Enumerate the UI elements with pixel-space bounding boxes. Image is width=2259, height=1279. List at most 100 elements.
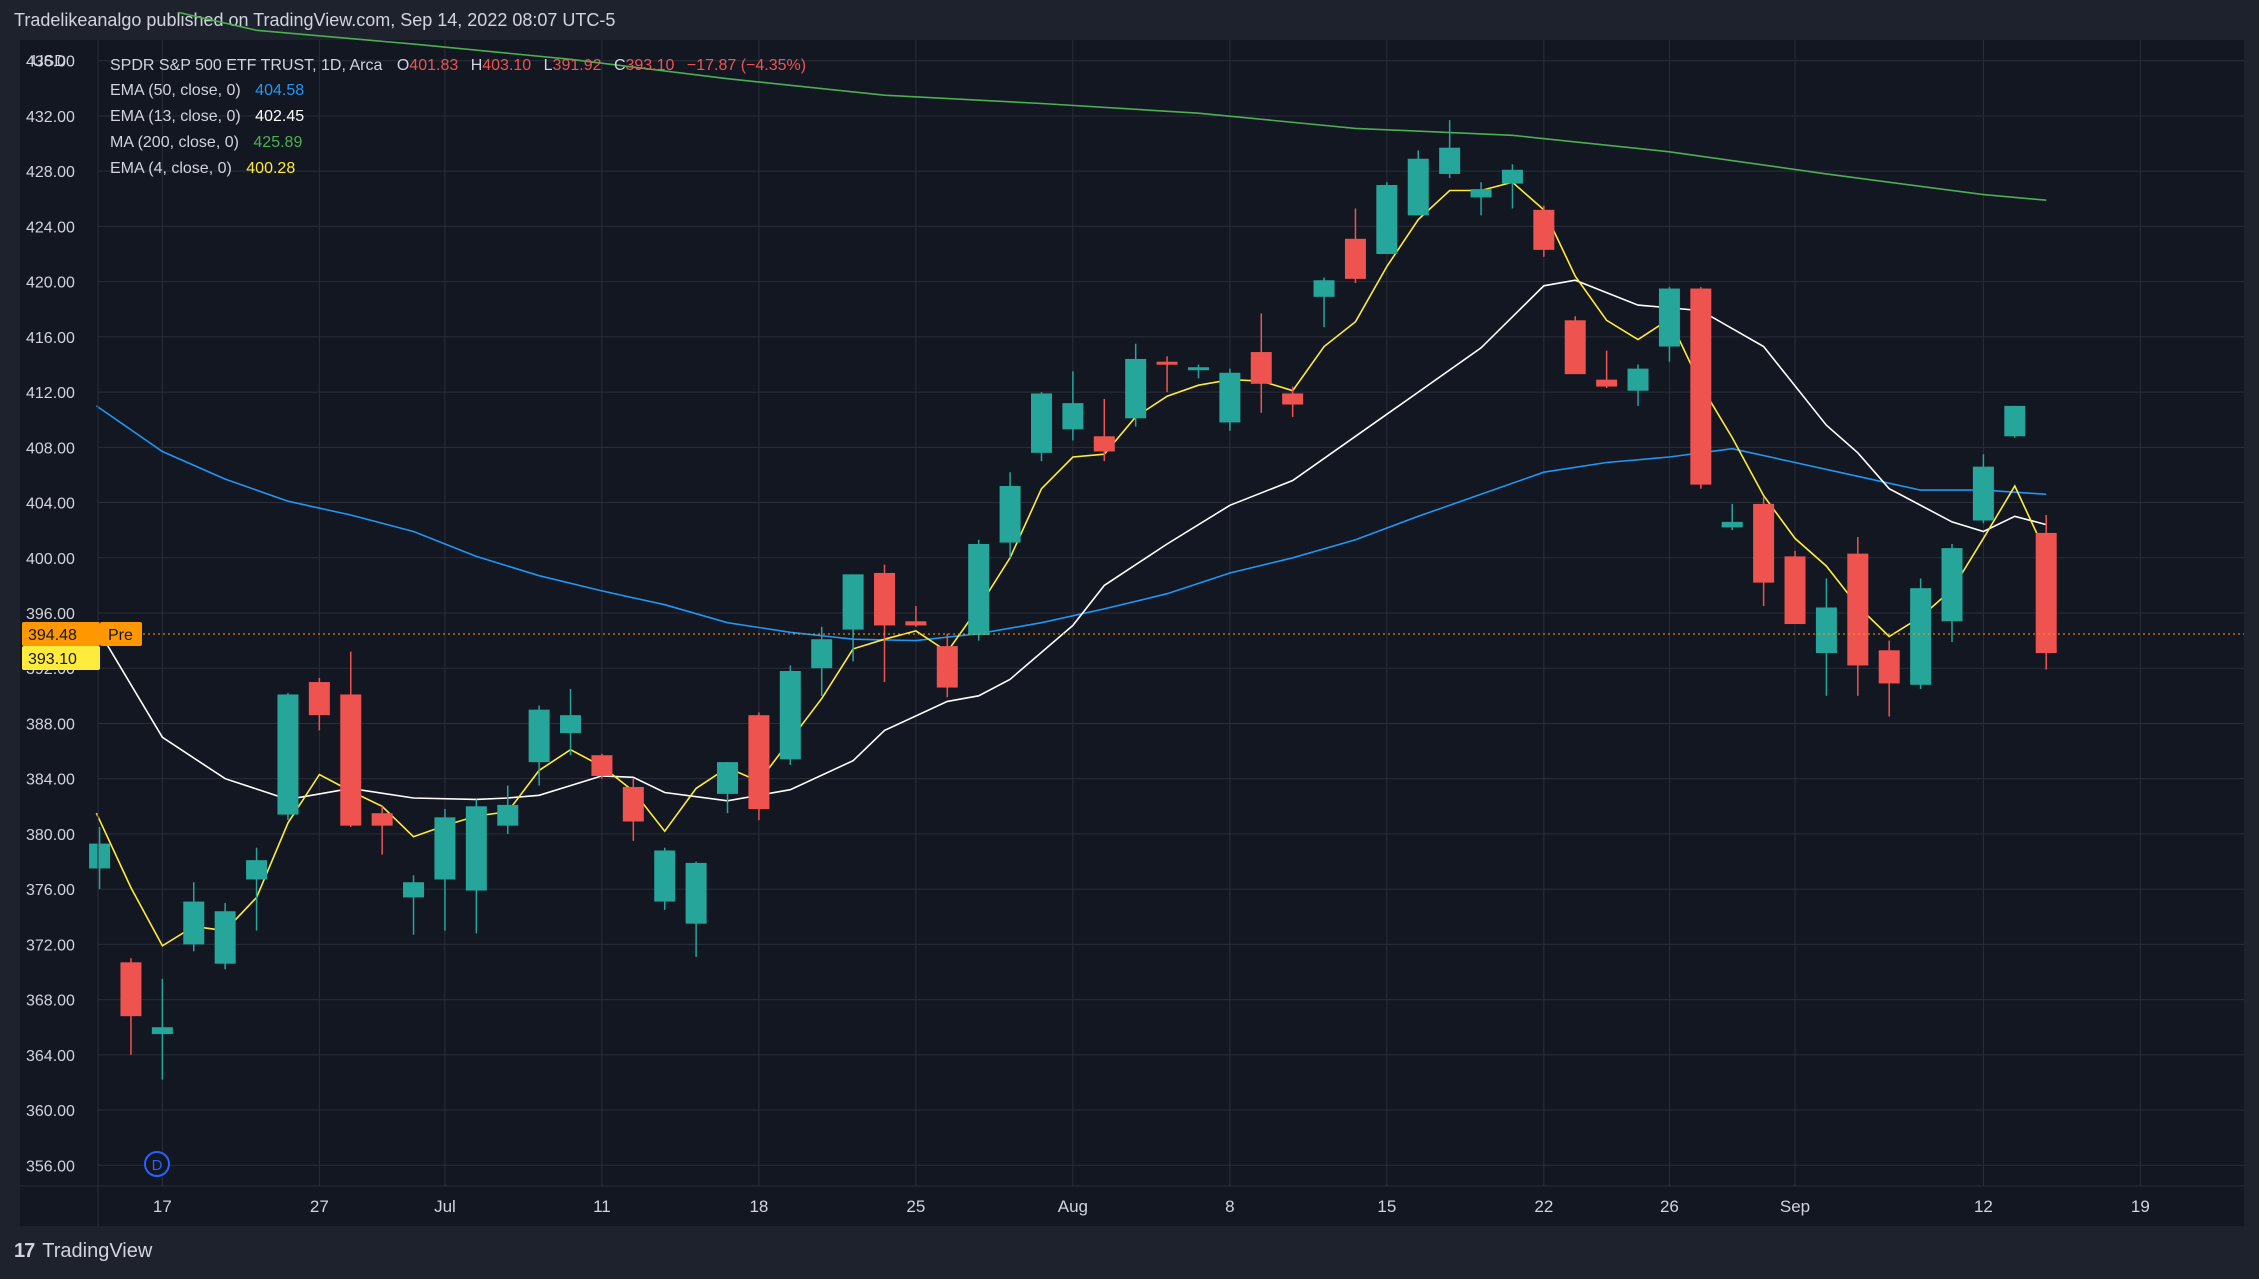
candle [434, 809, 456, 931]
time-tick-label: 26 [1660, 1197, 1679, 1216]
candle [1219, 368, 1241, 431]
low-value: 391.92 [553, 57, 602, 74]
candle-body [1878, 650, 1900, 684]
price-tick-label: 376.00 [26, 882, 75, 899]
candle [1596, 350, 1618, 388]
legend-title: SPDR S&P 500 ETF TRUST, 1D, Arca [110, 57, 382, 74]
candle [717, 762, 739, 814]
price-tick-label: 432.00 [26, 109, 75, 126]
candle-body [1847, 553, 1869, 666]
candle-body [465, 806, 487, 891]
open-value: 401.83 [409, 57, 458, 74]
pre-price-tag: 394.48 Pre [22, 621, 142, 646]
pre-price-value: 394.48 [28, 627, 77, 644]
candle-body [1125, 358, 1147, 419]
candle [905, 606, 927, 627]
candle-body [497, 804, 519, 826]
candle [748, 712, 770, 821]
candle [371, 806, 393, 855]
candle [1564, 316, 1586, 375]
footer: 17 TradingView [14, 1240, 152, 1263]
candle [2035, 514, 2057, 670]
ma200-value: 425.89 [253, 134, 302, 151]
candle-body [685, 862, 707, 924]
candle-body [528, 709, 550, 763]
time-tick-label: 25 [906, 1197, 925, 1216]
candle-body [1062, 403, 1084, 430]
candle-body [340, 694, 362, 826]
dividend-marker[interactable]: D [144, 1151, 170, 1177]
candle-body [183, 901, 205, 945]
currency-label: USD [32, 53, 66, 70]
price-tick-label: 380.00 [26, 827, 75, 844]
candle [622, 778, 644, 841]
candle-body [717, 762, 739, 794]
time-tick-label: 27 [310, 1197, 329, 1216]
candle [1344, 208, 1366, 284]
indicator-line [95, 405, 2047, 642]
candle-body [842, 574, 864, 630]
ema13-value: 402.45 [255, 108, 304, 125]
candle-body [89, 843, 111, 869]
candle-body [654, 850, 676, 902]
ema4-value: 400.28 [246, 160, 295, 177]
indicator-line [95, 181, 2047, 947]
candle [591, 753, 613, 779]
legend-symbol-row: SPDR S&P 500 ETF TRUST, 1D, Arca O401.83… [110, 57, 806, 74]
footer-brand: TradingView [42, 1240, 153, 1262]
candle [1972, 454, 1994, 524]
time-tick-label: 11 [593, 1197, 611, 1216]
publish-header: Tradelikeanalgo published on TradingView… [14, 10, 616, 30]
candle-body [811, 639, 833, 669]
price-tick-label: 420.00 [26, 275, 75, 292]
price-tick-label: 436.00 [26, 54, 75, 71]
candle-body [874, 572, 896, 626]
candle-body [1564, 320, 1586, 375]
candle [1910, 578, 1932, 689]
candle [1313, 277, 1335, 328]
candle-body [277, 694, 299, 815]
candle [1439, 120, 1461, 179]
price-tick-label: 396.00 [26, 606, 75, 623]
candle-body [2035, 532, 2057, 654]
candle [779, 665, 801, 765]
price-axis[interactable]: 356.00 360.00 364.00 368.00 372.00 376.00 380.… [26, 54, 75, 1176]
price-tick-label: 408.00 [26, 440, 75, 457]
time-tick-label: 18 [749, 1197, 768, 1216]
price-tick-label: 364.00 [26, 1048, 75, 1065]
price-tick-label: 356.00 [26, 1158, 75, 1175]
tradingview-logo-icon: 17 [14, 1240, 35, 1262]
price-tick-label: 400.00 [26, 551, 75, 568]
candle [465, 799, 487, 934]
close-label: C [614, 57, 626, 74]
candle-body [1627, 368, 1649, 391]
candle [1187, 364, 1209, 379]
candle [1250, 313, 1272, 413]
legend-ema4[interactable]: EMA (4, close, 0) 400.28 [110, 160, 295, 177]
candle-body [371, 813, 393, 826]
candle [246, 847, 268, 931]
time-axis[interactable]: 17 27 Jul 11 18 25 Aug 8 15 22 26 Sep 12 19 [153, 1197, 2150, 1216]
candle-body [1439, 147, 1461, 174]
candle-body [403, 882, 425, 898]
candle-body [434, 817, 456, 880]
candle-body [999, 485, 1021, 543]
candle [874, 564, 896, 683]
candle-body [1910, 588, 1932, 685]
time-tick-label: 8 [1225, 1197, 1234, 1216]
candle [560, 688, 582, 756]
pre-label: Pre [108, 627, 133, 644]
candle [936, 633, 958, 698]
candle [654, 847, 676, 910]
legend: SPDR S&P 500 ETF TRUST, 1D, Arca O401.83… [110, 57, 806, 177]
candle-body [1501, 169, 1523, 184]
price-tick-label: 384.00 [26, 772, 75, 789]
dividend-marker-icon[interactable] [144, 1151, 170, 1177]
legend-ema50[interactable]: EMA (50, close, 0) 404.58 [110, 82, 304, 99]
candle [277, 693, 299, 821]
legend-ma200[interactable]: MA (200, close, 0) 425.89 [110, 134, 302, 151]
candle-body [1219, 372, 1241, 423]
high-value: 403.10 [482, 57, 531, 74]
legend-ema13[interactable]: EMA (13, close, 0) 402.45 [110, 108, 304, 125]
